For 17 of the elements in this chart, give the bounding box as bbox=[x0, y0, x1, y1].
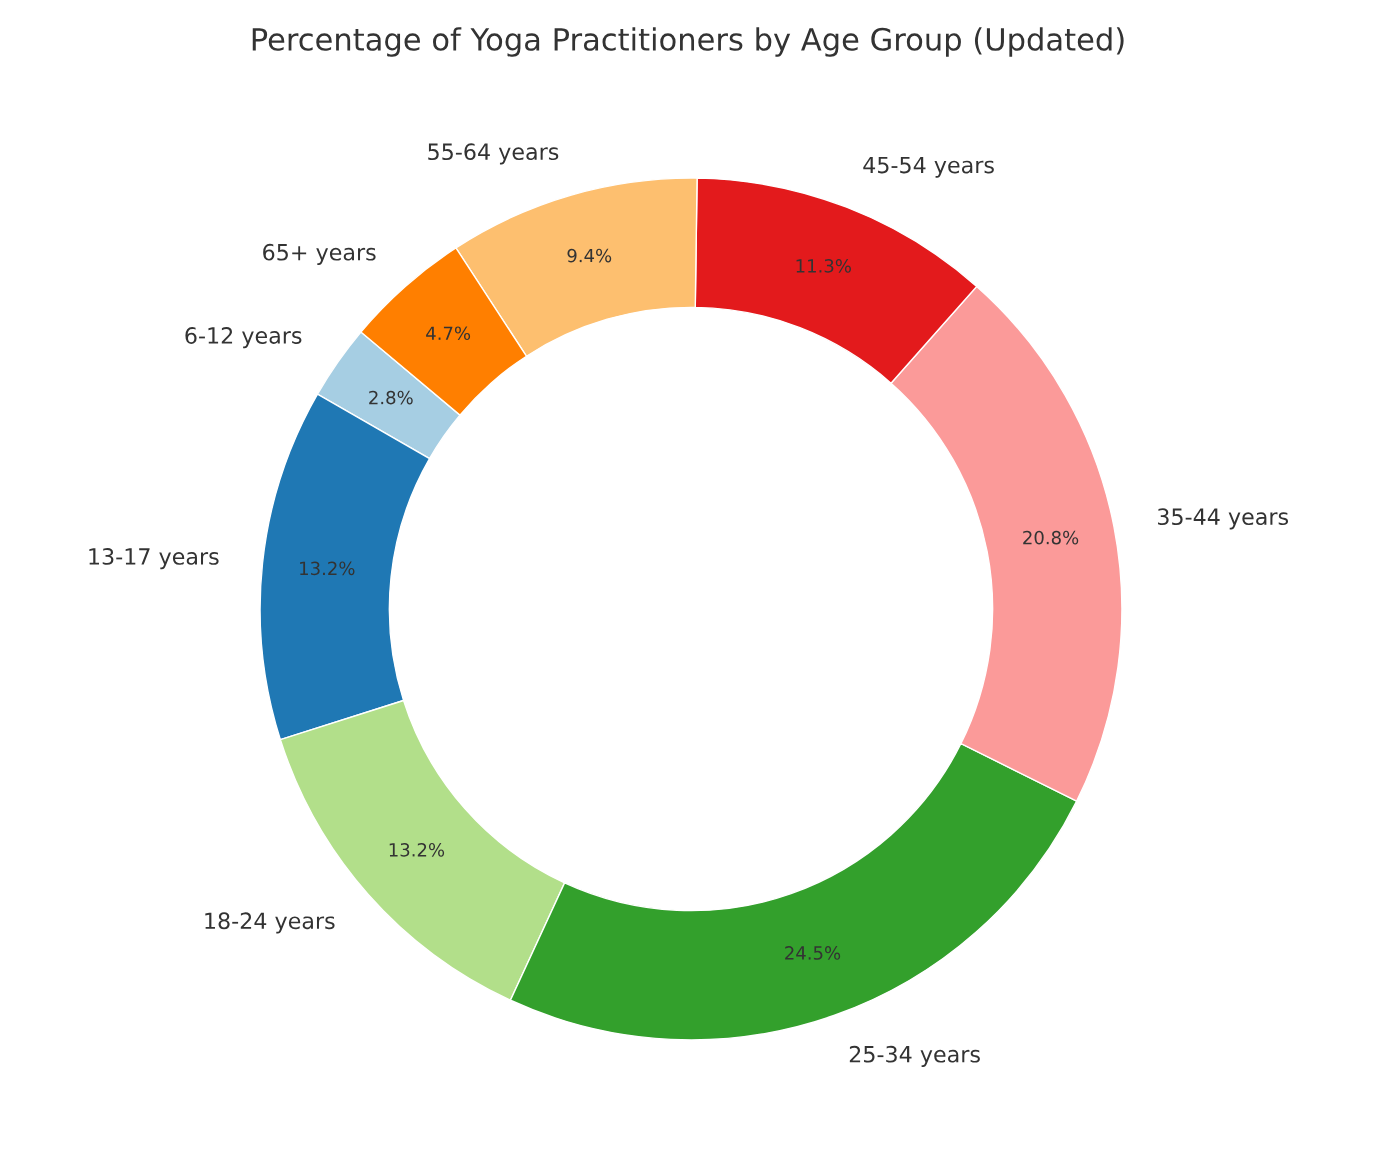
data-label: 9.4% bbox=[567, 248, 612, 263]
slice-label: 18-24 years bbox=[205, 912, 335, 934]
slice-label: 6-12 years bbox=[185, 327, 302, 349]
data-label: 4.7% bbox=[426, 326, 471, 341]
slice-label: 35-44 years bbox=[1158, 508, 1289, 530]
data-label: 13.2% bbox=[300, 561, 355, 576]
slice-label: 13-17 years bbox=[89, 548, 219, 570]
data-label: 20.8% bbox=[1023, 530, 1079, 545]
slice-label: 65+ years bbox=[263, 243, 376, 265]
slice-label: 25-34 years bbox=[849, 1045, 980, 1067]
slice-label: 55-64 years bbox=[428, 143, 559, 165]
data-label: 13.2% bbox=[389, 843, 445, 857]
data-label: 11.3% bbox=[796, 259, 851, 273]
data-label: 2.8% bbox=[369, 390, 413, 405]
slice-label: 45-54 years bbox=[863, 156, 994, 178]
chart-title: Percentage of Yoga Practitioners by Age Group (Updated) bbox=[252, 27, 1124, 57]
data-label: 24.5% bbox=[785, 946, 841, 960]
